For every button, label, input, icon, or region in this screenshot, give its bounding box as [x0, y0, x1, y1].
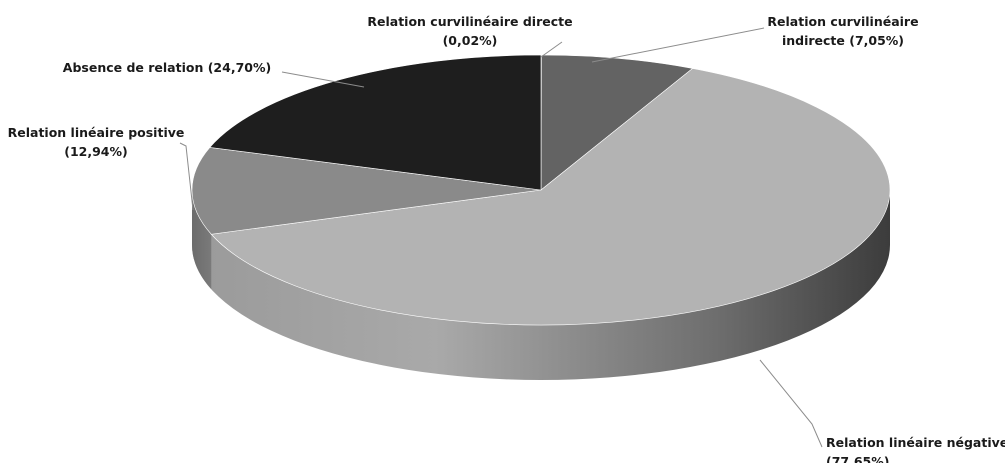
slice-label-0: Relation curvilinéaire directe (0,02%) — [367, 14, 572, 48]
pie-side-wall — [192, 190, 890, 380]
pie-slice-2 — [210, 68, 891, 326]
pie-slice-3 — [191, 147, 542, 235]
slice-label-1: Relation curvilinéaire indirecte (7,05%) — [767, 14, 918, 48]
pie-slice-4 — [209, 54, 542, 191]
slice-label-3: Relation linéaire positive (12,94%) — [8, 125, 185, 159]
slice-label-4: Absence de relation (24,70%) — [63, 60, 271, 75]
slice-labels: Relation curvilinéaire directe (0,02%) Rel… — [8, 14, 1005, 463]
pie-side — [192, 190, 890, 380]
leader-line-2 — [759, 359, 823, 448]
leader-line-1 — [591, 27, 765, 63]
slice-label-2: Relation linéaire négative (77,65%) — [826, 435, 1005, 463]
pie-slices — [191, 54, 891, 326]
leader-line-4 — [281, 71, 365, 88]
leader-line-0 — [540, 41, 563, 58]
pie-side-wall-positive — [192, 190, 212, 290]
pie-slice-1 — [540, 54, 694, 191]
leader-line-3 — [179, 142, 194, 211]
leader-lines — [179, 27, 823, 448]
